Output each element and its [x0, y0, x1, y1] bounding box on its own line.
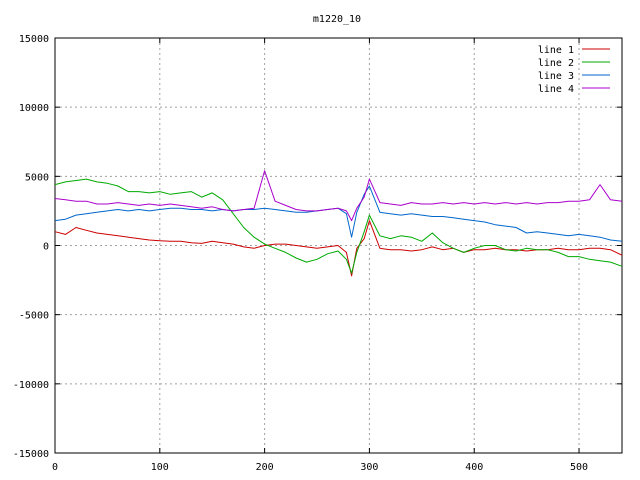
grid — [55, 38, 622, 453]
y-tick-label: -5000 — [19, 311, 49, 322]
legend-label-2: line 2 — [538, 58, 574, 69]
series-line-2 — [54, 178, 623, 274]
y-tick-label: 10000 — [19, 103, 49, 114]
y-tick-label: -15000 — [13, 449, 49, 460]
y-tick-label: 5000 — [25, 172, 49, 183]
legend-label-4: line 4 — [538, 84, 574, 95]
x-tick-label: 100 — [151, 462, 169, 473]
series-line-3 — [54, 185, 623, 242]
x-tick-label: 500 — [570, 462, 588, 473]
series-line-1 — [54, 220, 623, 277]
x-tick-label: 0 — [52, 462, 58, 473]
y-tick-label: -10000 — [13, 380, 49, 391]
legend: line 1 line 2 line 3 line 4 — [538, 45, 610, 95]
x-tick-label: 300 — [360, 462, 378, 473]
y-tick-label: 0 — [43, 242, 49, 253]
legend-label-3: line 3 — [538, 71, 574, 82]
series-line-4 — [54, 170, 623, 222]
x-tick-label: 400 — [465, 462, 483, 473]
chart-title: m1220_10 — [313, 14, 361, 25]
y-tick-label: 15000 — [19, 34, 49, 45]
x-tick-label: 200 — [256, 462, 274, 473]
axis-ticks: 0 100 200 300 400 500 -15000 -10000 -5000 0 5000 10… — [13, 34, 622, 473]
series-lines — [54, 170, 623, 277]
legend-label-1: line 1 — [538, 45, 574, 56]
